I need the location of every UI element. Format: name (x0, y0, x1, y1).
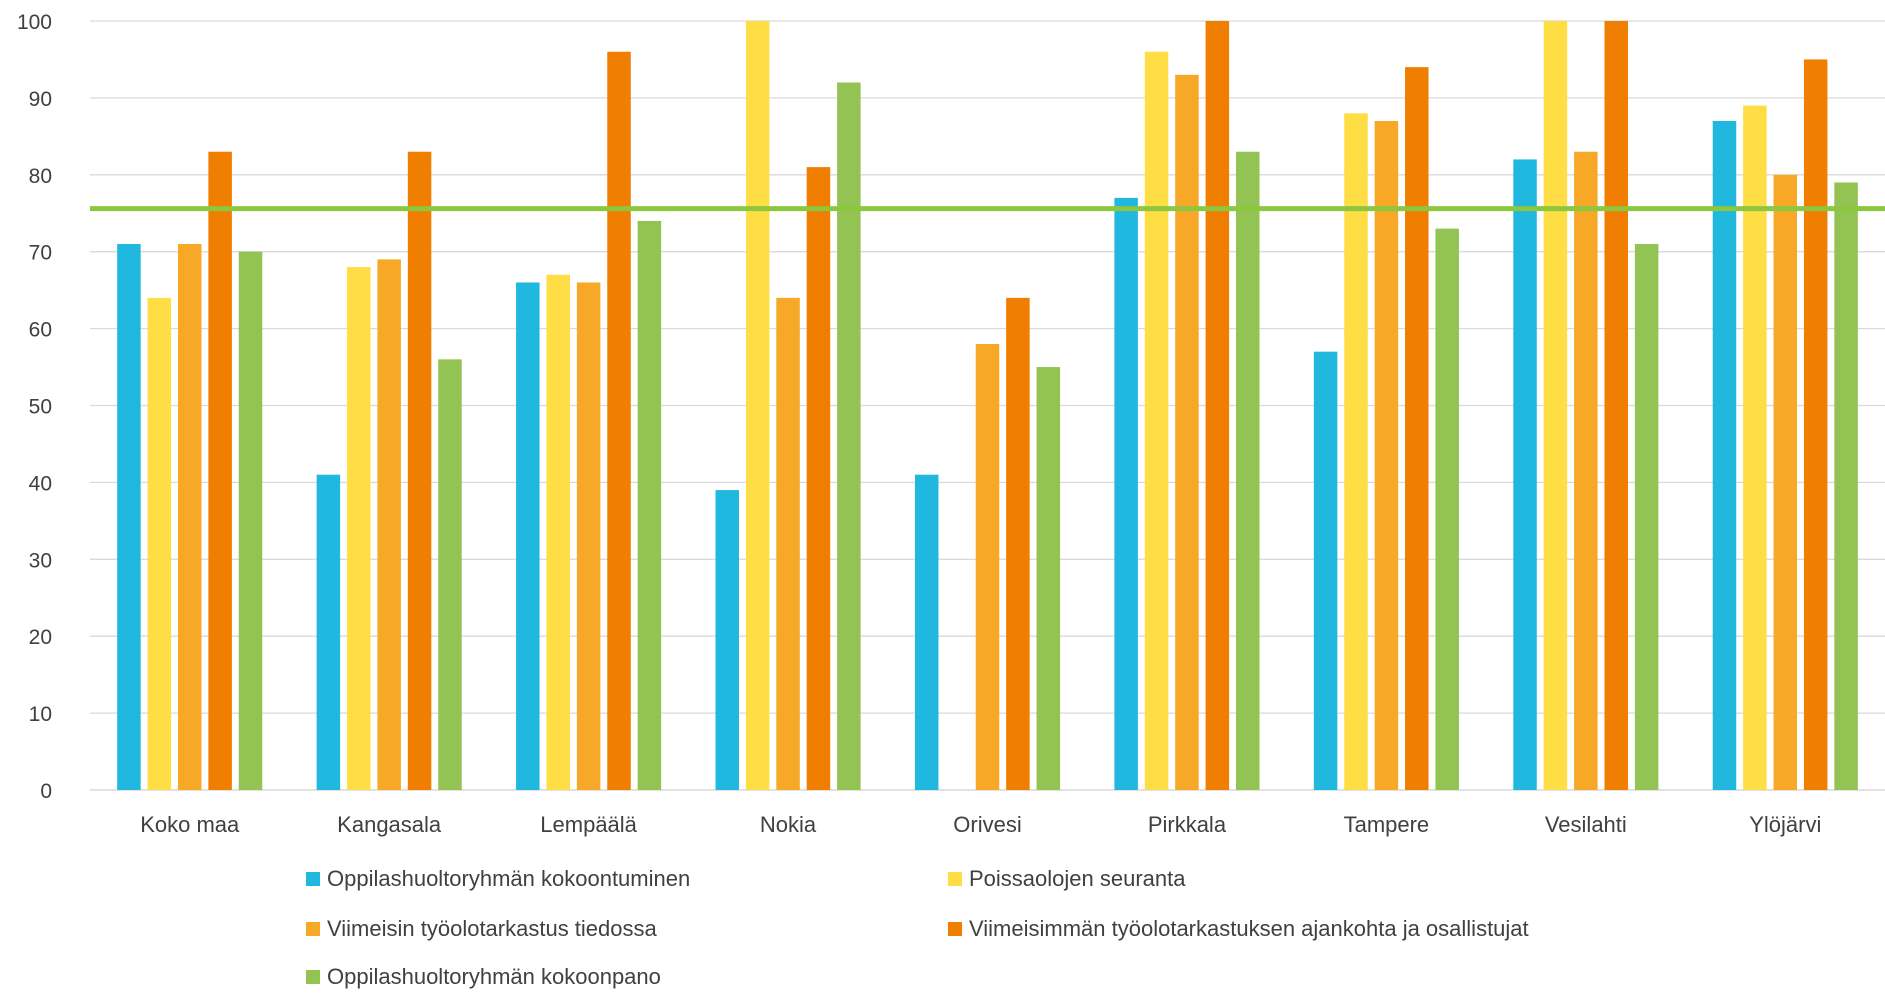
bar (1834, 182, 1858, 791)
bar (117, 244, 141, 790)
legend-label: Oppilashuoltoryhmän kokoonpano (327, 964, 661, 989)
bar (516, 282, 540, 790)
x-category-label: Lempäälä (540, 812, 637, 837)
bar (407, 151, 432, 791)
y-tick-label: 20 (29, 626, 52, 649)
bar (147, 297, 172, 790)
legend: Oppilashuoltoryhmän kokoontuminen Poissao… (306, 866, 1529, 989)
bar (607, 51, 631, 790)
bar (238, 251, 263, 790)
bar (1144, 51, 1169, 790)
y-tick-label: 50 (29, 396, 52, 419)
y-tick-label: 60 (29, 319, 52, 342)
bar (776, 297, 800, 790)
legend-label: Viimeisin työolotarkastus tiedossa (327, 916, 658, 941)
bar (208, 151, 232, 791)
bar (1114, 197, 1138, 790)
x-category-label: Pirkkala (1148, 812, 1227, 837)
bar (975, 343, 1000, 790)
bar (347, 267, 371, 791)
bars (117, 21, 1858, 791)
legend-swatch (948, 922, 962, 936)
bar (1435, 228, 1459, 790)
legend-swatch (306, 922, 320, 936)
bar (1574, 151, 1598, 791)
legend-swatch (306, 872, 320, 886)
legend-label: Oppilashuoltoryhmän kokoontuminen (327, 866, 690, 891)
y-axis-ticks: 0 10 20 30 40 50 60 70 80 90 100 (17, 11, 52, 803)
x-category-label: Tampere (1344, 812, 1430, 837)
bar (576, 282, 601, 790)
x-category-label: Orivesi (953, 812, 1021, 837)
bar (1313, 351, 1338, 790)
bar (1036, 367, 1061, 790)
x-category-label: Ylöjärvi (1749, 812, 1821, 837)
legend-swatch (306, 970, 320, 984)
legend-label: Viimeisimmän työolotarkastuksen ajankoht… (969, 916, 1529, 941)
y-tick-label: 90 (29, 88, 52, 111)
x-axis-labels: Koko maa Kangasala Lempäälä Nokia Orivesi Pir… (140, 812, 1821, 837)
bar (316, 474, 341, 790)
y-tick-label: 30 (29, 549, 52, 572)
y-tick-label: 70 (29, 242, 52, 265)
x-category-label: Koko maa (140, 812, 240, 837)
bar (1513, 159, 1537, 791)
bar (1405, 67, 1429, 790)
bar (1344, 113, 1368, 790)
bar (1374, 120, 1399, 791)
bar (637, 220, 662, 790)
y-tick-label: 10 (29, 703, 52, 726)
bar (1235, 151, 1260, 791)
x-category-label: Nokia (760, 812, 817, 837)
bar (1803, 59, 1828, 790)
bar (546, 274, 570, 790)
bar (837, 82, 861, 790)
bar (1712, 120, 1737, 791)
bar (806, 167, 831, 791)
y-tick-label: 100 (17, 11, 52, 34)
bar (1543, 21, 1568, 790)
bar (914, 474, 939, 790)
x-category-label: Kangasala (337, 812, 442, 837)
bar (177, 244, 202, 790)
y-tick-label: 40 (29, 472, 52, 495)
y-tick-label: 0 (40, 780, 52, 803)
y-tick-label: 80 (29, 165, 52, 188)
bar (1604, 21, 1628, 790)
bar (1205, 21, 1230, 790)
x-category-label: Vesilahti (1545, 812, 1627, 837)
bar (1006, 297, 1030, 790)
bar (438, 359, 462, 790)
bar (745, 21, 770, 790)
bar (1634, 244, 1659, 790)
legend-swatch (948, 872, 962, 886)
bar (377, 259, 401, 790)
bar (1175, 74, 1199, 790)
legend-label: Poissaolojen seuranta (969, 866, 1186, 891)
bar (715, 490, 740, 790)
bar (1743, 105, 1767, 791)
bar (1773, 174, 1798, 791)
